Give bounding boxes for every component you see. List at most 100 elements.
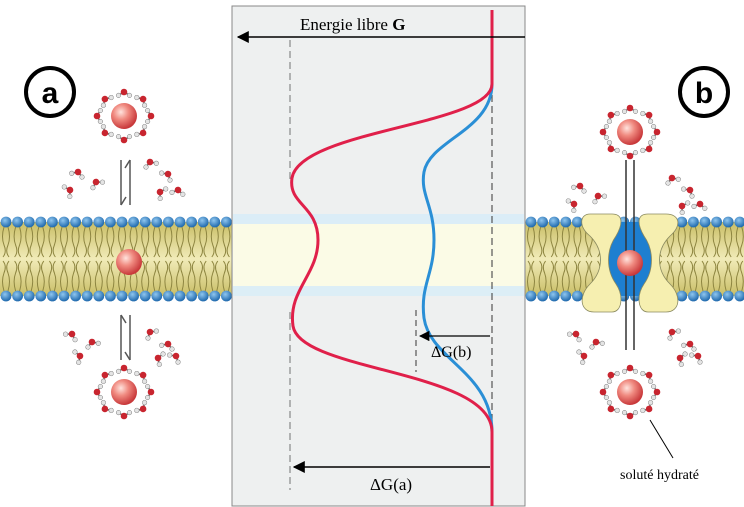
water-molecule: [134, 124, 148, 138]
lipid-head: [548, 216, 560, 228]
water-molecule: [100, 124, 114, 138]
lipid-head: [151, 290, 163, 302]
lipid-head: [525, 216, 537, 228]
lipid-head: [722, 216, 734, 228]
lipid-head: [722, 290, 734, 302]
solute-ion: [111, 379, 137, 405]
water-molecule: [681, 340, 697, 352]
lipid-tail: [573, 226, 582, 258]
lipid-tail: [527, 260, 535, 292]
lipid-head: [699, 290, 711, 302]
channel-subunit-left: [581, 213, 622, 313]
water-molecule: [599, 383, 609, 401]
membrane-band-bottom: [233, 286, 524, 296]
water-molecule: [90, 178, 106, 191]
water-molecule: [134, 370, 148, 384]
lipid-head: [676, 216, 688, 228]
lipid-tail: [94, 226, 103, 258]
lipid-tail: [2, 260, 10, 292]
lipid-tail: [152, 260, 161, 292]
lipid-tail: [94, 260, 103, 292]
lipid-head: [560, 290, 572, 302]
lipid-head: [676, 290, 688, 302]
lipid-head: [537, 290, 548, 302]
lipid-head: [186, 290, 198, 302]
delta-g-a-label: ΔG(a): [370, 475, 412, 494]
water-molecule: [621, 150, 639, 160]
hydrated-solute-a-top: [93, 88, 155, 144]
panel-b: b soluté hydraté: [565, 66, 730, 483]
lipid-tail: [176, 226, 184, 258]
lipid-head: [525, 290, 537, 302]
water-molecule: [85, 338, 101, 350]
water-molecule: [134, 94, 148, 108]
panel-a-label: a: [42, 77, 59, 110]
water-molecule: [566, 330, 582, 343]
water-molecule: [606, 110, 620, 124]
lipid-tail: [48, 226, 57, 258]
lipid-tail: [222, 226, 231, 258]
lipid-head: [163, 216, 174, 228]
lipid-head: [548, 290, 560, 302]
water-molecule: [69, 168, 85, 180]
lipid-head: [23, 290, 35, 302]
lipid-tail: [60, 260, 68, 292]
lipid-head: [688, 216, 699, 228]
lipid-tail: [71, 260, 80, 292]
lipid-head: [572, 290, 583, 302]
water-molecule: [159, 340, 175, 352]
water-molecule: [676, 351, 688, 367]
lipid-tail: [210, 260, 219, 292]
water-molecule: [651, 123, 661, 141]
energy-axis-label: Energie libre G: [300, 15, 405, 34]
lipid-tail: [199, 226, 208, 258]
solute-ion: [617, 119, 643, 145]
lipid-tail: [106, 260, 115, 292]
lipid-tail: [164, 226, 173, 258]
water-molecule: [621, 104, 639, 114]
energy-curve-b: [421, 83, 494, 433]
lipid-tail: [701, 260, 709, 292]
lipid-head: [81, 216, 93, 228]
water-molecule: [606, 140, 620, 154]
water-molecule: [621, 410, 639, 420]
lipid-tail: [712, 226, 721, 258]
lipid-tail: [36, 226, 45, 258]
lipid-head: [139, 216, 151, 228]
lipid-head: [197, 216, 209, 228]
water-molecule: [143, 158, 159, 170]
water-molecule: [651, 383, 661, 401]
lipid-tail: [573, 260, 582, 292]
lipid-tail: [199, 260, 208, 292]
lipid-tail: [2, 226, 10, 258]
water-cluster-b-upper: [565, 174, 708, 216]
lipid-tail: [689, 226, 698, 258]
water-molecule: [145, 383, 155, 401]
lipid-head: [699, 216, 711, 228]
lipid-head: [174, 216, 186, 228]
water-molecule: [100, 400, 114, 414]
lipid-tail: [83, 226, 92, 258]
lipid-tail: [176, 260, 184, 292]
water-molecule: [169, 186, 186, 197]
lipid-head: [128, 216, 140, 228]
lipid-tail: [550, 260, 559, 292]
water-molecule: [606, 400, 620, 414]
lipid-head: [47, 290, 58, 302]
lipid-tail: [187, 226, 196, 258]
lipid-head: [209, 216, 221, 228]
lipid-head: [734, 290, 744, 302]
lipid-head: [105, 216, 116, 228]
water-cluster-b-lower: [566, 328, 703, 367]
lipid-head: [0, 290, 12, 302]
lipid-head: [93, 290, 105, 302]
water-molecule: [115, 88, 133, 98]
panel-a: a: [24, 66, 186, 420]
lipid-tail: [538, 226, 547, 258]
water-molecule: [156, 186, 169, 202]
lipid-head: [58, 290, 70, 302]
water-molecule: [100, 94, 114, 108]
lipid-tail: [141, 226, 150, 258]
lipid-tail: [222, 260, 231, 292]
